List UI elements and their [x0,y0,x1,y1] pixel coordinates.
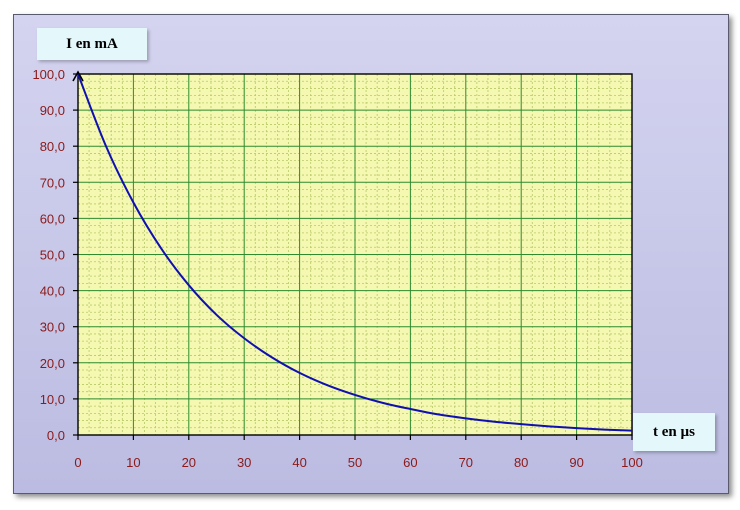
y-tick-label: 100,0 [32,67,65,82]
y-tick-label: 60,0 [40,211,65,226]
y-tick-label: 40,0 [40,284,65,299]
x-tick-label: 50 [348,455,362,470]
x-tick-label: 20 [182,455,196,470]
y-axis-label-box: I en mA [37,28,147,60]
x-axis-ticks: 0 10 20 30 40 50 60 70 80 90 100 [74,435,643,470]
y-axis-ticks: 0,0 10,0 20,0 30,0 40,0 50,0 60,0 70,0 80,0 90,0 1… [32,67,78,443]
x-tick-label: 0 [74,455,81,470]
y-tick-label: 90,0 [40,103,65,118]
y-tick-label: 70,0 [40,175,65,190]
major-grid [78,74,632,435]
x-tick-label: 80 [514,455,528,470]
x-tick-label: 70 [459,455,473,470]
y-axis-arrow [72,70,84,82]
y-tick-label: 0,0 [47,428,65,443]
y-tick-label: 30,0 [40,320,65,335]
x-tick-label: 90 [569,455,583,470]
x-tick-label: 60 [403,455,417,470]
y-tick-label: 50,0 [40,248,65,263]
series-curve [77,73,633,432]
x-axis-label-box: t en µs [633,413,715,451]
y-axis-label: I en mA [66,35,118,52]
y-tick-label: 10,0 [40,392,65,407]
x-tick-label: 40 [292,455,306,470]
x-axis-label: t en µs [653,423,695,440]
x-tick-label: 10 [126,455,140,470]
y-tick-label: 20,0 [40,356,65,371]
x-tick-label: 100 [621,455,643,470]
x-tick-label: 30 [237,455,251,470]
y-tick-label: 80,0 [40,139,65,154]
